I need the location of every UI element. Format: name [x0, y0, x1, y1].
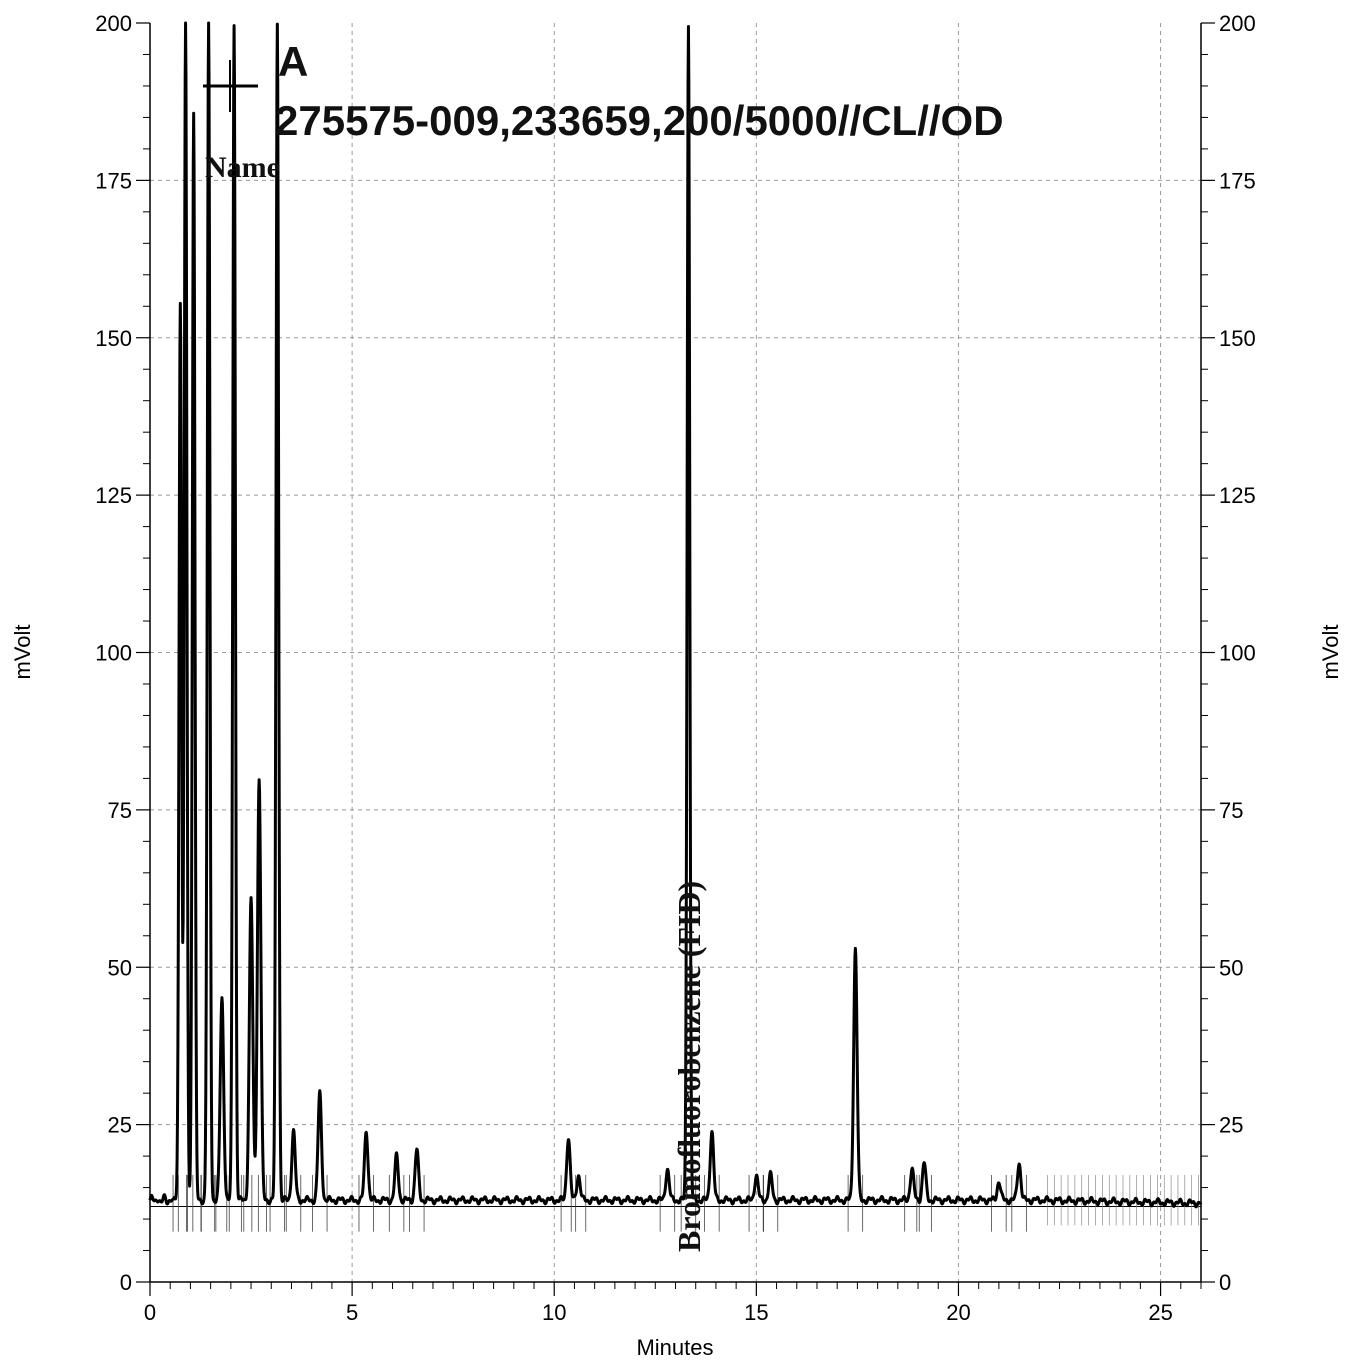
y-tick-label-right: 125 — [1219, 483, 1256, 508]
y-tick-label-right: 100 — [1219, 641, 1256, 666]
x-tick-label: 0 — [144, 1300, 156, 1325]
y-tick-label-left: 100 — [95, 641, 132, 666]
chromatogram-trace — [148, 21, 1203, 1209]
y-axis-title-left: mVolt — [10, 624, 35, 679]
tick-marks — [136, 22, 1215, 1296]
x-tick-label: 5 — [346, 1300, 358, 1325]
legend-column-header: Name — [205, 151, 280, 184]
legend-sample-id: 275575-009,233659,200/5000//CL//OD — [275, 97, 1004, 144]
y-axis-title-right: mVolt — [1318, 624, 1343, 679]
y-tick-label-left: 200 — [95, 11, 132, 36]
legend-series-label: A — [278, 38, 308, 85]
x-tick-label: 10 — [542, 1300, 566, 1325]
y-tick-label-right: 25 — [1219, 1113, 1243, 1138]
x-tick-label: 25 — [1148, 1300, 1172, 1325]
x-tick-label: 15 — [744, 1300, 768, 1325]
y-tick-label-left: 0 — [120, 1270, 132, 1295]
y-tick-label-left: 25 — [108, 1113, 132, 1138]
y-tick-label-left: 75 — [108, 798, 132, 823]
y-tick-label-right: 50 — [1219, 955, 1243, 980]
y-tick-label-left: 50 — [108, 955, 132, 980]
y-tick-label-right: 200 — [1219, 11, 1256, 36]
grid-lines — [150, 23, 1201, 1282]
y-tick-label-left: 175 — [95, 168, 132, 193]
x-axis-title: Minutes — [636, 1335, 713, 1360]
y-tick-label-right: 150 — [1219, 326, 1256, 351]
y-tick-label-right: 175 — [1219, 168, 1256, 193]
y-tick-label-right: 0 — [1219, 1270, 1231, 1295]
peak-label-bromofluorobenzene: Bromofluorobenzene (FID) — [671, 881, 707, 1252]
legend: A 275575-009,233659,200/5000//CL//OD Nam… — [203, 38, 1004, 184]
y-tick-label-left: 150 — [95, 326, 132, 351]
y-tick-label-right: 75 — [1219, 798, 1243, 823]
x-tick-label: 20 — [946, 1300, 970, 1325]
y-tick-label-left: 125 — [95, 483, 132, 508]
